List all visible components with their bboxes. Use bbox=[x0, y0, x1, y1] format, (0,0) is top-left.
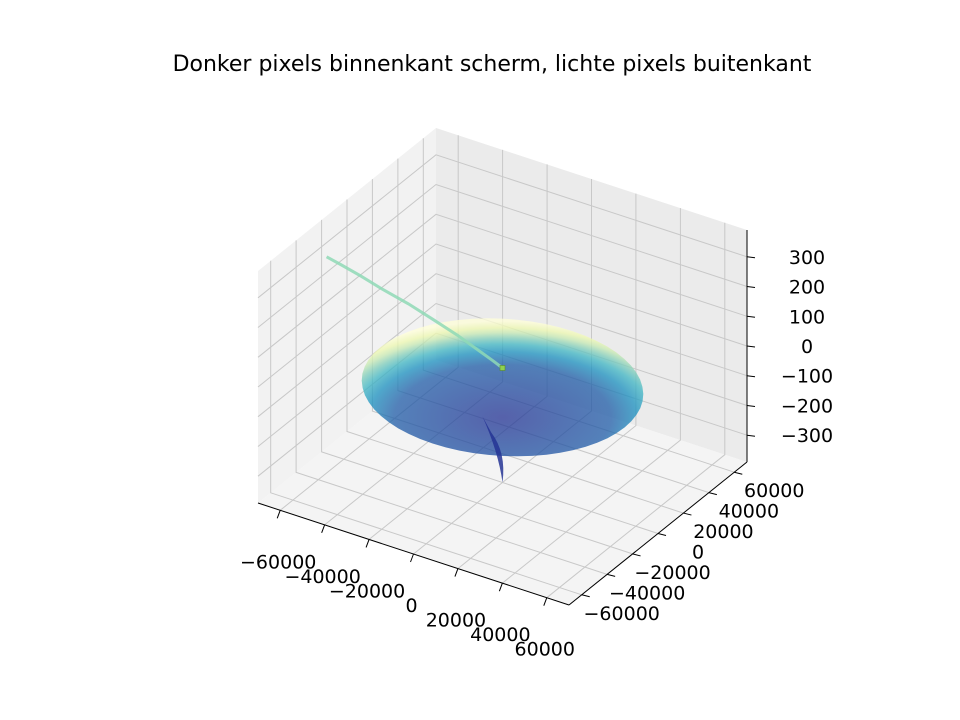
surface-tip bbox=[482, 416, 504, 483]
x-tick-label: −40000 bbox=[284, 566, 360, 588]
x-tick-label: 20000 bbox=[426, 610, 486, 632]
x-tick bbox=[276, 510, 281, 519]
x-tick bbox=[365, 539, 370, 548]
z-tick-label: 100 bbox=[789, 306, 825, 328]
y-tick-label: 60000 bbox=[744, 480, 804, 502]
x-tick-label: 0 bbox=[405, 595, 417, 617]
grid-line-z bbox=[257, 302, 748, 447]
z-tick-label: 300 bbox=[789, 247, 825, 269]
z-tick bbox=[746, 345, 756, 348]
y-tick bbox=[632, 553, 641, 557]
z-tick-label: 0 bbox=[801, 336, 813, 358]
y-tick-label: 40000 bbox=[719, 501, 779, 523]
z-tick-label: −300 bbox=[781, 425, 833, 447]
series-layer bbox=[325, 255, 506, 371]
x-tick-label: −60000 bbox=[240, 551, 316, 573]
series-line bbox=[325, 255, 504, 370]
funnel-surface bbox=[361, 318, 644, 483]
grid-line-y bbox=[371, 179, 684, 514]
z-tick bbox=[746, 256, 756, 259]
x-tick bbox=[543, 597, 548, 606]
z-tick bbox=[746, 315, 756, 318]
z-tick bbox=[746, 375, 756, 378]
y-tick-label: −20000 bbox=[634, 562, 710, 584]
y-tick bbox=[734, 471, 743, 475]
chart-title: Donker pixels binnenkant scherm, lichte … bbox=[172, 52, 812, 77]
y-tick-label: −40000 bbox=[609, 582, 685, 604]
y-tick bbox=[657, 533, 667, 536]
y-tick-label: 0 bbox=[692, 542, 704, 564]
grid-line-y bbox=[321, 219, 633, 555]
grid-line-y bbox=[346, 199, 659, 534]
y-tick-label: 20000 bbox=[693, 521, 753, 543]
grid-line-y bbox=[295, 240, 608, 575]
x-tick bbox=[498, 582, 503, 592]
z-tick bbox=[746, 286, 756, 289]
tick-layer: −60000−40000−200000200004000060000−60000… bbox=[240, 247, 833, 661]
grid-line-x bbox=[546, 222, 726, 599]
grid-line-z bbox=[257, 183, 748, 328]
z-tick bbox=[746, 434, 756, 437]
x-tick bbox=[454, 568, 459, 577]
z-tick-label: −200 bbox=[781, 395, 833, 417]
y-tick bbox=[708, 492, 717, 496]
y-tick bbox=[607, 573, 616, 577]
grid-line-x bbox=[502, 208, 681, 584]
z-tick-label: −100 bbox=[781, 366, 833, 388]
grid-line-y bbox=[270, 260, 582, 596]
grid-line-z bbox=[257, 213, 748, 358]
y-tick bbox=[581, 594, 590, 598]
x-tick bbox=[410, 553, 414, 563]
grid-line-z bbox=[257, 243, 748, 388]
x-tick-label: −20000 bbox=[329, 580, 405, 602]
series-marker bbox=[499, 365, 506, 371]
z-tick-label: 200 bbox=[789, 277, 825, 299]
grid-line-z bbox=[257, 154, 748, 299]
x-tick bbox=[321, 524, 326, 534]
z-tick bbox=[746, 404, 756, 407]
x-tick-label: 40000 bbox=[470, 624, 530, 646]
y-tick-label: −60000 bbox=[584, 603, 660, 625]
x-tick-label: 60000 bbox=[515, 639, 575, 661]
y-tick bbox=[683, 512, 692, 516]
grid-line-z bbox=[257, 273, 748, 418]
grid-line-x bbox=[457, 193, 637, 569]
surface-disc bbox=[361, 318, 644, 457]
